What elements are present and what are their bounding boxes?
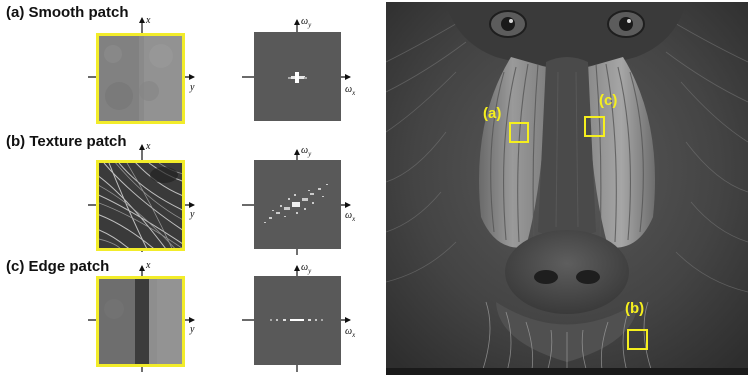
freq-x-label-c: ωx bbox=[345, 326, 355, 339]
spatial-x-label-a: x bbox=[146, 15, 151, 26]
freq-y-label-b: ωy bbox=[301, 145, 311, 158]
spatial-y-label-a: y bbox=[190, 82, 195, 93]
spatial-y-label-c: y bbox=[190, 324, 195, 335]
edge-spectrum bbox=[254, 276, 341, 365]
baboon-image: (a) (c) (b) bbox=[386, 2, 748, 375]
smooth-spectrum bbox=[254, 32, 341, 121]
freq-y-label-a: ωy bbox=[301, 16, 311, 29]
spatial-x-label-b: x bbox=[146, 141, 151, 152]
spatial-y-label-b: y bbox=[190, 209, 195, 220]
freq-y-base-b: ω bbox=[301, 145, 309, 156]
freq-y-sub-a: y bbox=[308, 21, 312, 29]
texture-patch-image bbox=[96, 160, 185, 251]
freq-x-sub-a: x bbox=[352, 89, 356, 97]
freq-y-label-c: ωy bbox=[301, 262, 311, 275]
freq-x-label-b: ωx bbox=[345, 210, 355, 223]
freq-x-base-a: ω bbox=[345, 84, 353, 95]
freq-y-base-a: ω bbox=[301, 16, 309, 27]
freq-x-base-c: ω bbox=[345, 326, 353, 337]
freq-y-sub-c: y bbox=[308, 267, 312, 275]
freq-x-base-b: ω bbox=[345, 210, 353, 221]
panel-title-edge: (c) Edge patch bbox=[6, 258, 110, 275]
freq-x-sub-c: x bbox=[352, 331, 356, 339]
region-b-label: (b) bbox=[625, 300, 645, 317]
region-c-box bbox=[584, 116, 605, 137]
freq-y-sub-b: y bbox=[308, 150, 312, 158]
region-a-label: (a) bbox=[483, 105, 502, 122]
panel-title-smooth: (a) Smooth patch bbox=[6, 4, 129, 21]
texture-spectrum bbox=[254, 160, 341, 249]
freq-x-label-a: ωx bbox=[345, 84, 355, 97]
region-a-box bbox=[509, 122, 529, 143]
spatial-x-label-c: x bbox=[146, 260, 151, 271]
panel-title-texture: (b) Texture patch bbox=[6, 133, 127, 150]
region-b-box bbox=[627, 329, 648, 350]
smooth-patch-image bbox=[96, 33, 185, 124]
freq-y-base-c: ω bbox=[301, 262, 309, 273]
edge-patch-image bbox=[96, 276, 185, 367]
region-c-label: (c) bbox=[599, 92, 618, 109]
freq-x-sub-b: x bbox=[352, 215, 356, 223]
